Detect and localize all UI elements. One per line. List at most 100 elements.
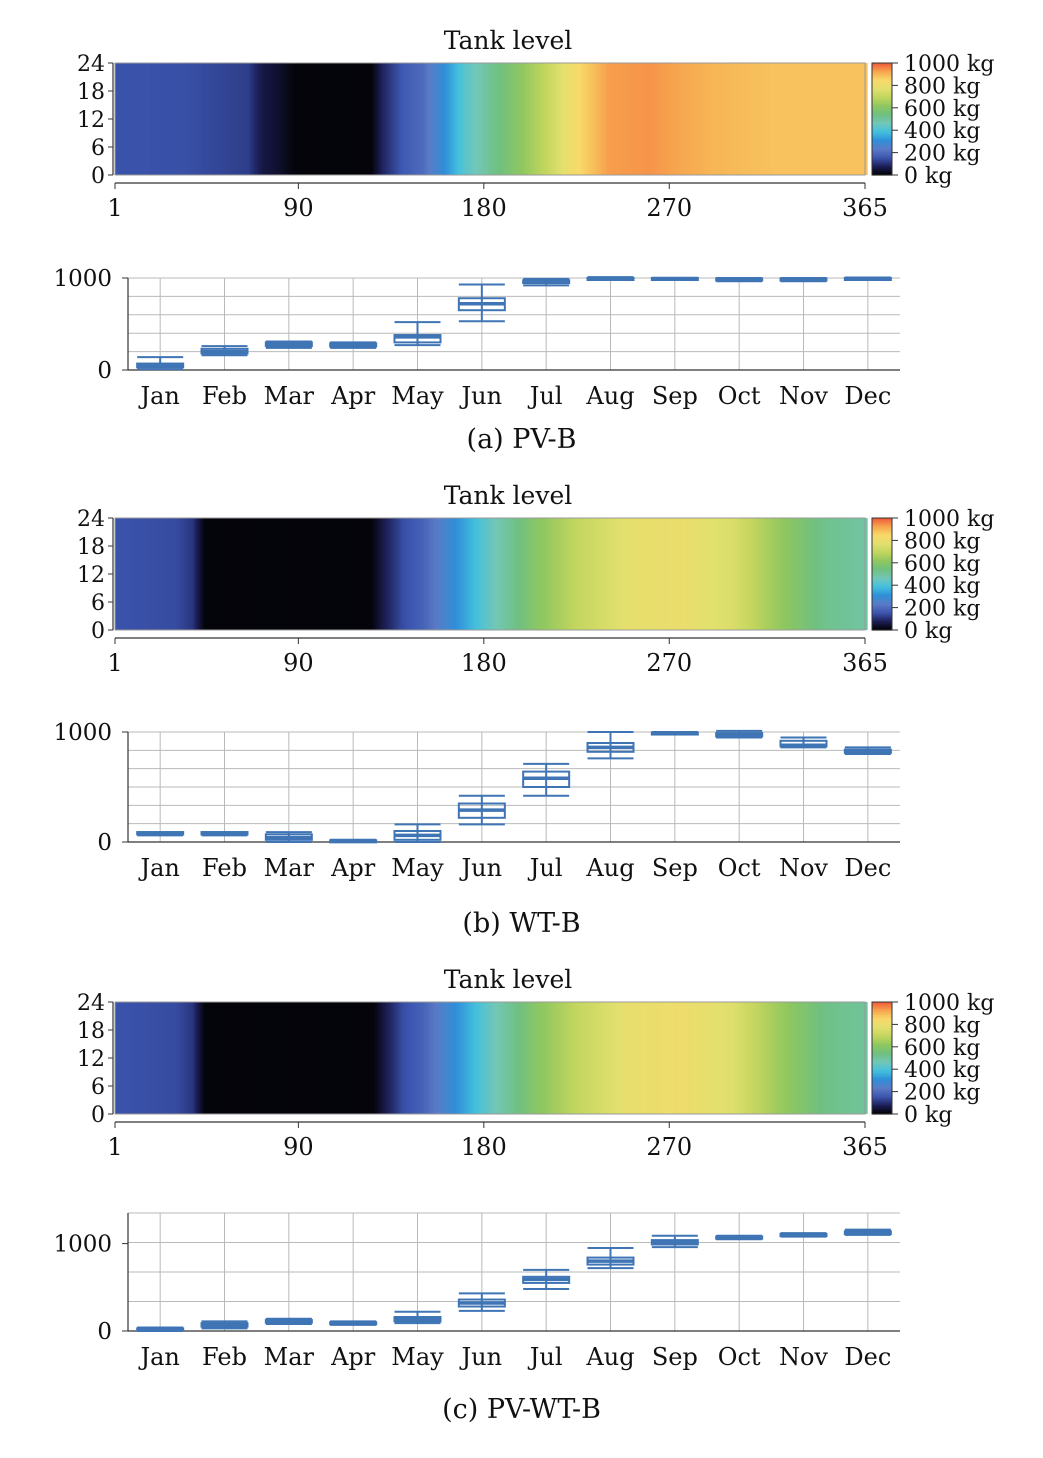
heatmap-day-cell bbox=[263, 63, 267, 175]
heatmap-day-cell bbox=[479, 1002, 483, 1114]
heatmap-day-cell bbox=[663, 518, 666, 630]
heatmap-day-cell bbox=[788, 63, 792, 175]
heatmap-day-cell bbox=[776, 1002, 780, 1114]
x-tick-label: Jan bbox=[137, 1343, 179, 1371]
heatmap-day-cell bbox=[834, 1002, 837, 1114]
heatmap-day-cell bbox=[545, 518, 549, 630]
heatmap-day-cell bbox=[768, 518, 771, 630]
heatmap-day-cell bbox=[310, 1002, 314, 1114]
heatmap-day-cell bbox=[836, 518, 839, 630]
heatmap-day-cell bbox=[461, 1002, 464, 1114]
heatmap-day-cell bbox=[689, 63, 693, 175]
heatmap-day-cell bbox=[302, 63, 306, 175]
heatmap-day-cell bbox=[261, 518, 264, 630]
box-sep bbox=[650, 1234, 699, 1249]
heatmap-day-cell bbox=[768, 1002, 771, 1114]
heatmap-cells bbox=[115, 63, 868, 175]
colorbar-frame bbox=[871, 517, 893, 631]
heatmap-day-cell bbox=[391, 63, 394, 175]
colorbar-step bbox=[872, 137, 892, 141]
heatmap-day-cell bbox=[312, 63, 316, 175]
heatmap-day-cell bbox=[844, 518, 848, 630]
heatmap-day-cell bbox=[374, 63, 378, 175]
heatmap-day-cell bbox=[300, 63, 304, 175]
heatmap-day-cell bbox=[156, 63, 159, 175]
heatmap-day-cell bbox=[479, 63, 483, 175]
box-dec bbox=[843, 276, 892, 281]
heatmap-day-cell bbox=[669, 518, 672, 630]
heatmap-day-cell bbox=[232, 1002, 236, 1114]
heatmap-day-cell bbox=[370, 1002, 374, 1114]
colorbar-step bbox=[872, 169, 892, 172]
heatmap-day-cell bbox=[201, 1002, 205, 1114]
heatmap-day-cell bbox=[391, 518, 394, 630]
heatmap-day-cell bbox=[652, 518, 656, 630]
heatmap-day-cell bbox=[611, 1002, 615, 1114]
y-tick-label: 18 bbox=[77, 1019, 105, 1044]
heatmap-day-cell bbox=[465, 1002, 468, 1114]
heatmap-day-cell bbox=[160, 1002, 163, 1114]
heatmap-day-cell bbox=[180, 518, 184, 630]
heatmap-day-cell bbox=[646, 63, 650, 175]
heatmap-day-cell bbox=[710, 518, 714, 630]
heatmap-day-cell bbox=[275, 63, 279, 175]
heatmap-day-cell bbox=[275, 1002, 279, 1114]
heatmap-day-cell bbox=[712, 518, 716, 630]
heatmap-day-cell bbox=[459, 63, 462, 175]
heatmap-day-cell bbox=[601, 1002, 604, 1114]
heatmap-day-cell bbox=[428, 518, 431, 630]
colorbar-step bbox=[872, 126, 892, 129]
box-aug bbox=[586, 1246, 635, 1270]
heatmap-day-cell bbox=[628, 518, 631, 630]
heatmap-day-cell bbox=[792, 63, 796, 175]
y-tick-label: 0 bbox=[97, 1319, 112, 1345]
heatmap-day-cell bbox=[290, 1002, 293, 1114]
heatmap-day-cell bbox=[133, 1002, 137, 1114]
colorbar-step bbox=[872, 1002, 892, 1005]
heatmap-day-cell bbox=[228, 1002, 231, 1114]
colorbar-step bbox=[872, 1035, 892, 1039]
heatmap-day-cell bbox=[372, 1002, 376, 1114]
heatmap-day-cell bbox=[751, 1002, 755, 1114]
heatmap-day-cell bbox=[158, 1002, 161, 1114]
heatmap-day-cell bbox=[428, 1002, 431, 1114]
y-tick-label: 24 bbox=[77, 991, 105, 1016]
colorbar-step bbox=[872, 1080, 892, 1083]
colorbar-step bbox=[872, 1037, 892, 1040]
x-tick-label: Dec bbox=[844, 1343, 891, 1371]
heatmap-day-cell bbox=[545, 63, 549, 175]
heatmap-day-cell bbox=[741, 1002, 745, 1114]
heatmap-day-cell bbox=[131, 518, 135, 630]
heatmap-day-cell bbox=[518, 1002, 522, 1114]
heatmap-day-cell bbox=[129, 518, 133, 630]
heatmap-day-cell bbox=[351, 1002, 355, 1114]
heatmap-day-cell bbox=[825, 518, 829, 630]
y-tick-label: 1000 bbox=[53, 720, 112, 746]
heatmap-day-cell bbox=[562, 518, 565, 630]
heatmap-day-cell bbox=[329, 63, 332, 175]
heatmap-day-cell bbox=[127, 63, 131, 175]
heatmap-day-cell bbox=[555, 1002, 559, 1114]
heatmap-day-cell bbox=[597, 518, 600, 630]
heatmap-day-cell bbox=[413, 518, 417, 630]
heatmap-day-cell bbox=[343, 1002, 347, 1114]
heatmap-day-cell bbox=[640, 518, 644, 630]
heatmap-day-cell bbox=[281, 63, 285, 175]
heatmap-day-cell bbox=[842, 518, 845, 630]
heatmap-day-cell bbox=[452, 518, 456, 630]
heatmap-day-cell bbox=[168, 1002, 172, 1114]
heatmap-day-cell bbox=[351, 63, 355, 175]
heatmap-day-cell bbox=[813, 1002, 817, 1114]
x-tick-label: 270 bbox=[646, 649, 692, 677]
colorbar-step bbox=[872, 518, 892, 521]
heatmap-day-cell bbox=[244, 518, 248, 630]
heatmap-day-cell bbox=[215, 1002, 219, 1114]
heatmap-day-cell bbox=[238, 63, 242, 175]
heatmap-day-cell bbox=[568, 1002, 571, 1114]
heatmap-day-cell bbox=[597, 1002, 600, 1114]
colorbar-step bbox=[872, 1031, 892, 1035]
heatmap-day-cell bbox=[368, 1002, 372, 1114]
heatmap-day-cell bbox=[409, 1002, 413, 1114]
heatmap-day-cell bbox=[306, 1002, 310, 1114]
heatmap-day-cell bbox=[551, 518, 555, 630]
